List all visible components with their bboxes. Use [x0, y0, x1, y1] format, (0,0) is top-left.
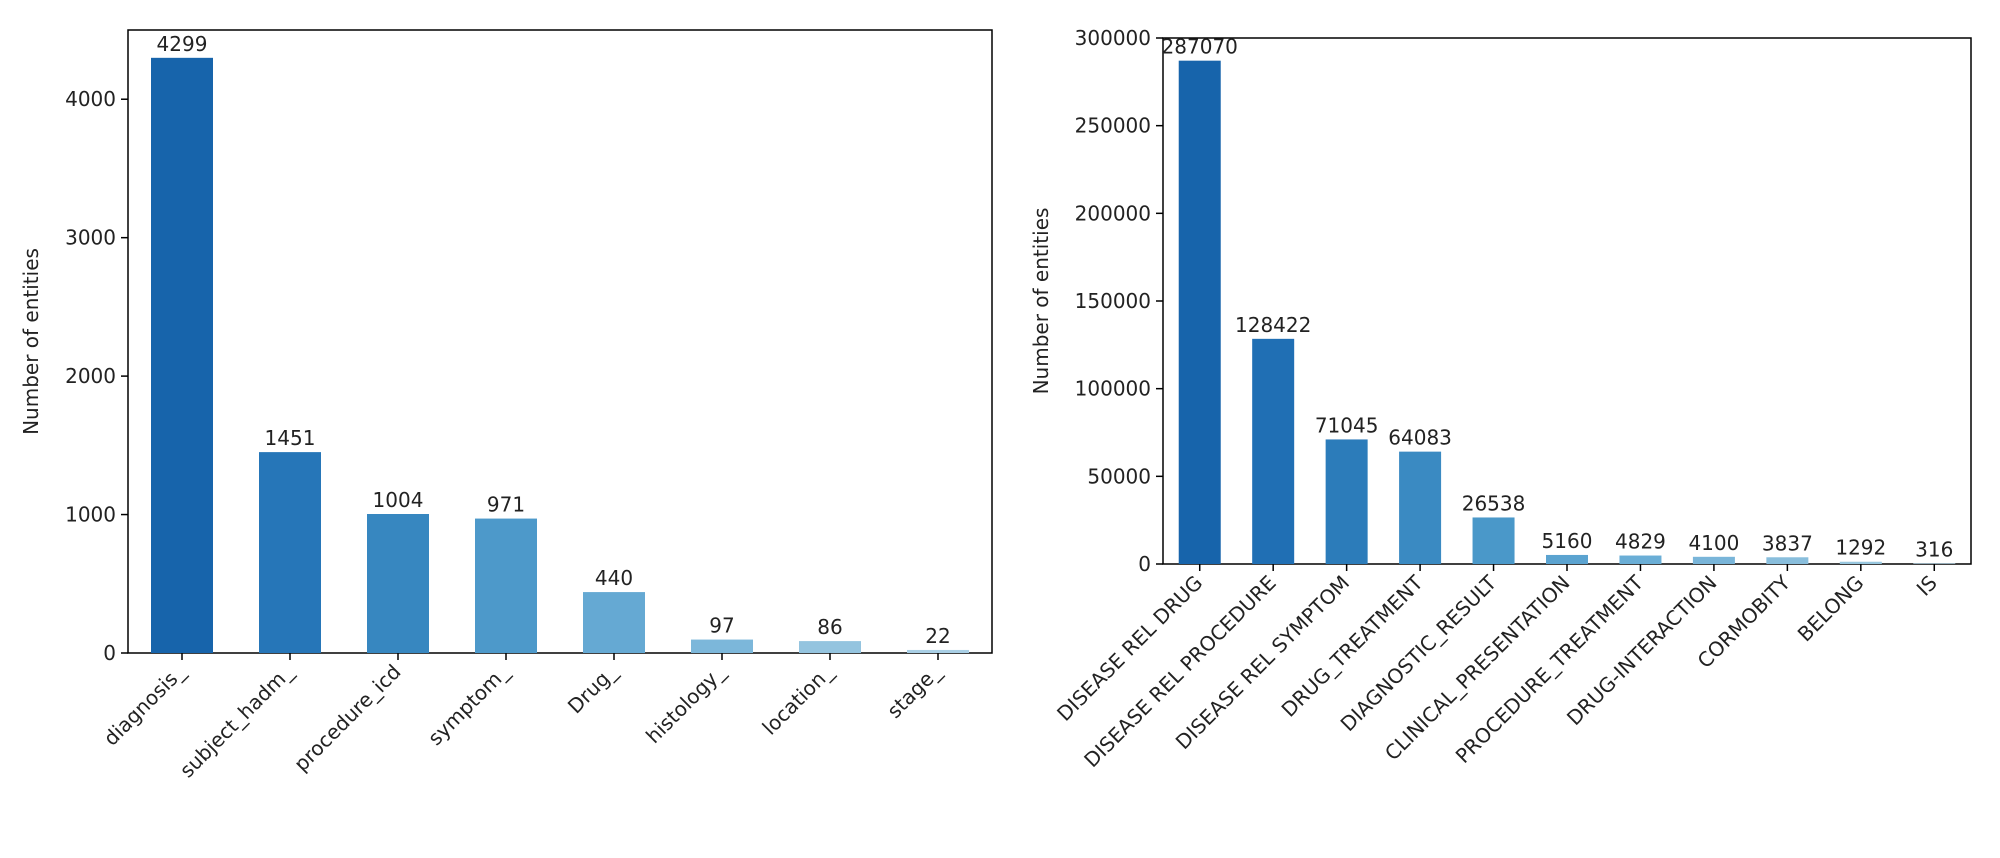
y-tick-label: 4000 — [65, 87, 116, 111]
x-category-label: stage_ — [882, 659, 946, 723]
bar-value-label: 26538 — [1462, 491, 1526, 515]
bar — [259, 452, 321, 653]
bar — [907, 649, 969, 653]
y-tick-label: 3000 — [65, 226, 116, 250]
bar-value-label: 971 — [487, 493, 525, 517]
relation-types-bar-chart: 0 50000 100000 150000 200000 250000 300000 Numb… — [1029, 26, 1972, 772]
bar-value-label: 22 — [925, 624, 950, 648]
bar — [151, 57, 213, 653]
bar — [1472, 517, 1515, 564]
entity-types-bar-chart: 0 1000 2000 3000 4000 Number of entities 4299 d… — [19, 29, 993, 782]
bar — [691, 639, 753, 653]
y-tick-label: 0 — [103, 641, 116, 665]
bar — [1692, 556, 1735, 564]
bar-value-label: 1292 — [1835, 536, 1886, 560]
bar — [1252, 338, 1295, 564]
y-axis-title: Number of entities — [1029, 208, 1053, 395]
y-tick-label: 100000 — [1075, 377, 1151, 401]
y-tick-label: 50000 — [1087, 464, 1151, 488]
bar — [1839, 561, 1882, 564]
y-tick-label: 300000 — [1075, 26, 1151, 50]
bar-value-label: 316 — [1915, 537, 1953, 561]
y-tick-label: 0 — [1138, 552, 1151, 576]
bar-value-label: 128422 — [1235, 313, 1311, 337]
bar — [1766, 557, 1809, 564]
y-tick-label: 150000 — [1075, 289, 1151, 313]
bar-value-label: 64083 — [1388, 426, 1452, 450]
bar — [1546, 554, 1588, 564]
bar — [799, 641, 861, 653]
bar-value-label: 1451 — [265, 426, 316, 450]
bar — [1325, 439, 1368, 564]
bar-value-label: 5160 — [1542, 529, 1593, 553]
x-category-label: subject_hadm_ — [175, 659, 298, 782]
bar — [367, 514, 429, 653]
bar-value-label: 4299 — [157, 32, 208, 56]
x-category-label: IS — [1912, 571, 1942, 601]
bar-value-label: 4829 — [1615, 530, 1666, 554]
y-tick-label: 1000 — [65, 503, 116, 527]
bar — [475, 518, 537, 653]
bar — [1913, 563, 1956, 564]
x-category-label: procedure_icd — [289, 660, 405, 776]
bar — [1619, 555, 1662, 564]
axes-frame — [127, 29, 993, 654]
x-category-label: Drug_ — [563, 659, 622, 718]
x-category-label: DRUG_TREATMENT — [1277, 570, 1429, 722]
bar-value-label: 440 — [595, 566, 633, 590]
bar-value-label: 71045 — [1315, 413, 1379, 437]
y-axis-title: Number of entities — [19, 248, 43, 435]
bar-value-label: 3837 — [1762, 531, 1813, 555]
y-tick-label: 250000 — [1075, 114, 1151, 138]
x-category-label: location_ — [757, 659, 838, 740]
x-category-label: symptom_ — [423, 659, 514, 750]
y-tick-label: 2000 — [65, 364, 116, 388]
bar-value-label: 287070 — [1162, 35, 1238, 59]
x-category-label: histology_ — [641, 659, 730, 748]
y-tick-label: 200000 — [1075, 201, 1151, 225]
bar-value-label: 86 — [817, 615, 842, 639]
bar-value-label: 97 — [709, 614, 734, 638]
x-category-label: DISEASE REL DRUG — [1052, 571, 1207, 726]
bar — [1178, 60, 1221, 565]
bar-value-label: 1004 — [373, 488, 424, 512]
bar — [583, 592, 645, 653]
x-category-label: diagnosis_ — [99, 659, 191, 751]
x-category-label: BELONG — [1793, 571, 1869, 647]
bar — [1399, 451, 1442, 564]
bar-value-label: 4100 — [1688, 531, 1739, 555]
